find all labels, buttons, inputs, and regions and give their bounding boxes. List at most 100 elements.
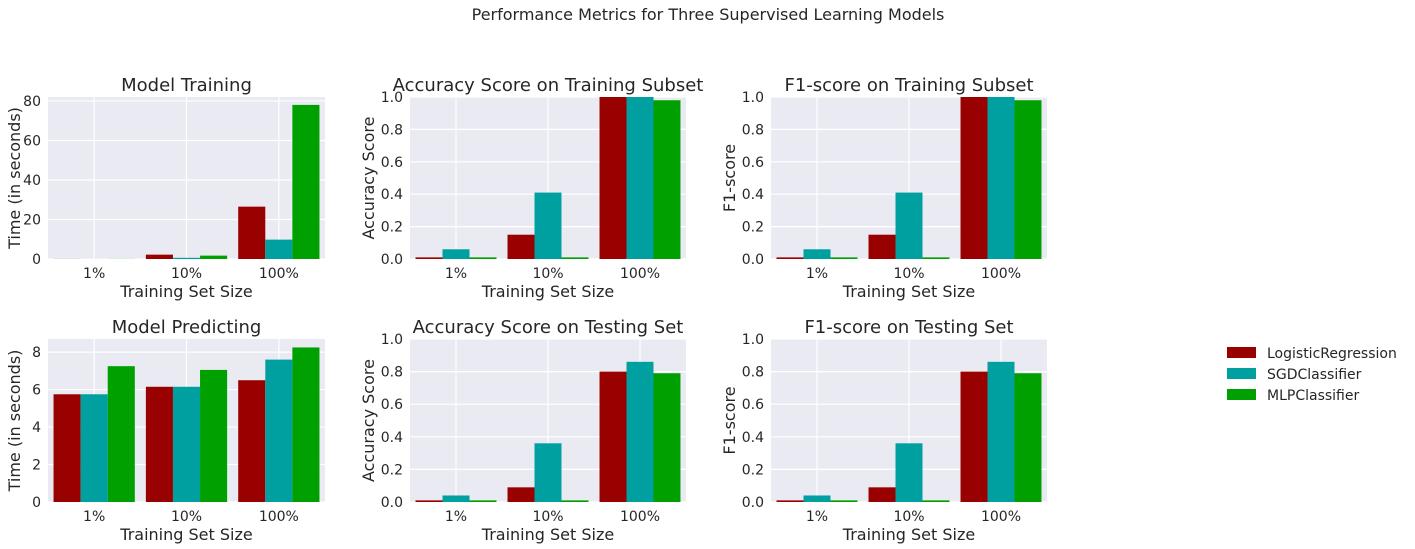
y-tick-label: 0.2 (742, 220, 764, 236)
bar-logisticregression-10pct (145, 386, 173, 502)
x-tick-label: 100% (620, 509, 660, 525)
subplot-1: 0 20 40 60 80 1% 10% 100% Training Set Size Time … (5, 75, 325, 301)
y-tick-label: 0.0 (742, 252, 764, 268)
subplot-title: Accuracy Score on Testing Set (413, 317, 684, 338)
x-axis-label: Training Set Size (119, 282, 252, 301)
x-tick-label: 10% (893, 509, 924, 525)
x-tick-label: 10% (532, 266, 563, 282)
bar-sgdclassifier-100pct (987, 97, 1015, 259)
y-axis-label: F1-score (720, 144, 739, 212)
subplot-3: 0.0 0.2 0.4 0.6 0.8 1.0 1% 10% 100% Training Set … (720, 75, 1047, 301)
bar-mlpclassifier-10pct (200, 255, 228, 259)
y-axis-label: F1-score (720, 386, 739, 454)
bar-logisticregression-1pct (776, 257, 804, 259)
y-tick-label: 0.0 (742, 495, 764, 511)
bar-mlpclassifier-1pct (469, 500, 497, 502)
x-axis-label: Training Set Size (119, 525, 252, 544)
legend-swatch-sgdclassifier (1227, 368, 1256, 379)
bar-logisticregression-100pct (960, 371, 988, 502)
x-tick-label: 1% (445, 509, 467, 525)
bar-mlpclassifier-10pct (922, 257, 950, 259)
y-tick-label: 0.4 (381, 430, 403, 446)
y-tick-label: 0 (32, 252, 41, 268)
legend-swatch-mlpclassifier (1227, 389, 1256, 400)
y-tick-label: 60 (23, 133, 41, 149)
x-tick-label: 100% (259, 266, 299, 282)
bar-logisticregression-10pct (868, 234, 896, 259)
y-tick-label: 0.2 (742, 462, 764, 478)
bar-logisticregression-10pct (507, 487, 535, 502)
y-axis-label: Time (in seconds) (5, 107, 24, 250)
x-tick-label: 10% (893, 266, 924, 282)
subplot-4: 0 2 4 6 8 1% 10% 100% Training Set Size Time (in … (5, 317, 325, 544)
bar-mlpclassifier-1pct (830, 500, 858, 502)
y-tick-label: 0 (32, 495, 41, 511)
y-axis-label: Time (in seconds) (5, 350, 24, 493)
y-tick-label: 0.8 (742, 365, 764, 381)
bar-mlpclassifier-10pct (561, 257, 589, 259)
bar-logisticregression-100pct (238, 206, 266, 259)
y-tick-label: 8 (32, 345, 41, 361)
x-tick-label: 1% (83, 509, 105, 525)
y-tick-label: 0.0 (381, 495, 403, 511)
bar-mlpclassifier-100pct (653, 100, 681, 260)
bar-mlpclassifier-10pct (561, 500, 589, 502)
bar-logisticregression-1pct (776, 500, 804, 502)
y-tick-label: 20 (23, 212, 41, 228)
x-tick-label: 10% (171, 509, 202, 525)
y-tick-label: 0.8 (381, 122, 403, 138)
bar-mlpclassifier-10pct (922, 500, 950, 502)
x-tick-label: 10% (532, 509, 563, 525)
legend-label: LogisticRegression (1267, 346, 1397, 362)
bar-logisticregression-100pct (599, 97, 627, 259)
bar-mlpclassifier-100pct (1014, 100, 1042, 260)
y-tick-label: 40 (23, 173, 41, 189)
bar-sgdclassifier-10pct (895, 192, 923, 259)
subplot-5: 0.0 0.2 0.4 0.6 0.8 1.0 1% 10% 100% Training Set … (359, 317, 686, 544)
bar-logisticregression-10pct (145, 254, 173, 259)
y-tick-label: 0.4 (742, 430, 764, 446)
y-tick-label: 4 (32, 420, 41, 436)
y-tick-label: 2 (32, 458, 41, 474)
y-tick-label: 0.6 (381, 397, 403, 413)
x-tick-label: 1% (83, 266, 105, 282)
bar-sgdclassifier-100pct (987, 361, 1015, 502)
y-tick-label: 0.8 (742, 122, 764, 138)
bar-sgdclassifier-1pct (803, 495, 831, 502)
bar-sgdclassifier-100pct (265, 239, 293, 259)
x-tick-label: 10% (171, 266, 202, 282)
y-tick-label: 1.0 (742, 332, 764, 348)
bar-logisticregression-100pct (238, 380, 266, 502)
subplot-title: Accuracy Score on Training Subset (393, 75, 704, 96)
y-axis-label: Accuracy Score (359, 359, 378, 482)
bar-sgdclassifier-1pct (80, 394, 108, 502)
y-tick-label: 1.0 (742, 90, 764, 106)
bar-mlpclassifier-1pct (469, 257, 497, 259)
y-tick-label: 1.0 (381, 332, 403, 348)
x-tick-label: 100% (259, 509, 299, 525)
y-tick-label: 0.2 (381, 462, 403, 478)
legend-swatch-logisticregression (1227, 347, 1256, 358)
bar-mlpclassifier-100pct (1014, 373, 1042, 502)
figure-title: Performance Metrics for Three Supervised… (472, 5, 945, 24)
y-tick-label: 0.0 (381, 252, 403, 268)
bar-logisticregression-1pct (415, 500, 443, 502)
bar-logisticregression-100pct (599, 371, 627, 502)
bar-sgdclassifier-100pct (626, 97, 654, 259)
x-tick-label: 100% (620, 266, 660, 282)
bar-sgdclassifier-10pct (172, 257, 201, 259)
x-axis-label: Training Set Size (842, 525, 975, 544)
subplot-title: Model Predicting (112, 317, 262, 338)
bar-logisticregression-100pct (960, 97, 988, 259)
y-tick-label: 80 (23, 94, 41, 110)
legend: LogisticRegression SGDClassifier MLPClassi… (1227, 346, 1397, 404)
bar-sgdclassifier-10pct (172, 386, 201, 502)
y-tick-label: 1.0 (381, 90, 403, 106)
bar-mlpclassifier-100pct (653, 373, 681, 502)
x-axis-label: Training Set Size (481, 282, 614, 301)
bar-sgdclassifier-10pct (895, 443, 923, 502)
subplot-title: Model Training (121, 75, 252, 96)
y-tick-label: 0.4 (381, 187, 403, 203)
subplot-title: F1-score on Testing Set (804, 317, 1013, 338)
